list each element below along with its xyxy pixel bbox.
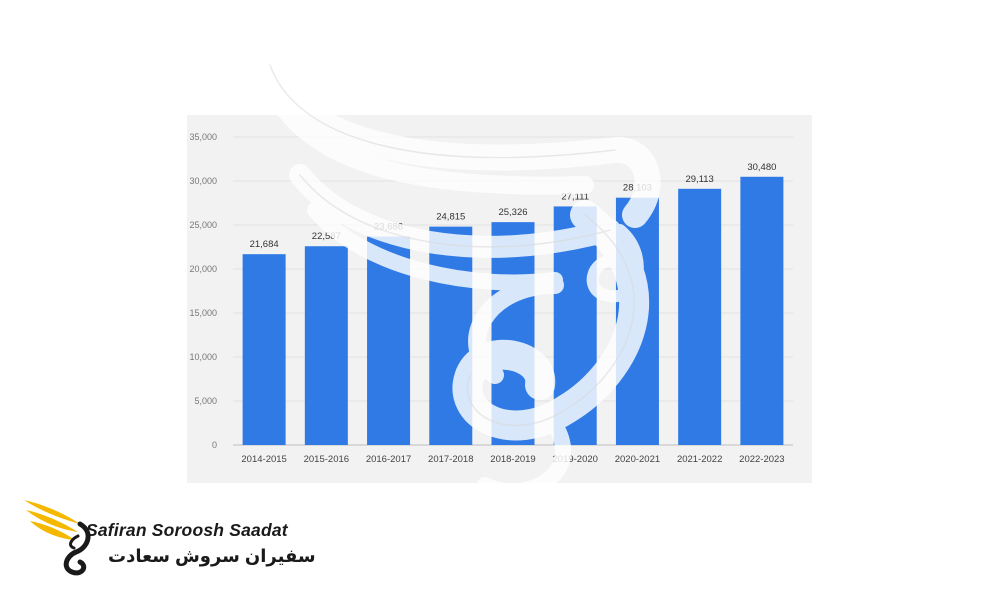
- bar: [429, 226, 473, 445]
- y-tick-label: 25,000: [189, 220, 217, 230]
- data-label: 28,103: [623, 183, 652, 194]
- y-tick-label: 0: [212, 440, 217, 450]
- y-tick-label: 15,000: [189, 308, 217, 318]
- brand-logo: Safiran Soroosh Saadat سفیران سروش سعادت: [22, 490, 316, 580]
- bar: [304, 246, 348, 445]
- x-tick-label: 2020-2021: [615, 454, 660, 465]
- bar: [242, 254, 286, 445]
- data-label: 29,113: [685, 174, 713, 185]
- data-label: 21,684: [250, 239, 279, 250]
- x-tick-label: 2017-2018: [428, 454, 473, 465]
- x-tick-label: 2014-2015: [241, 454, 286, 465]
- bar: [678, 188, 722, 445]
- bar: [615, 197, 659, 445]
- x-tick-label: 2022-2023: [739, 454, 784, 465]
- x-tick-label: 2018-2019: [490, 454, 535, 465]
- bar: [367, 236, 411, 445]
- data-label: 27,111: [561, 191, 589, 202]
- bar-chart: 0 5,000 10,000 15,000 20,000 25,000 30,000 35,0…: [189, 132, 793, 465]
- x-tick-label: 2016-2017: [366, 454, 411, 465]
- bar: [553, 206, 597, 445]
- y-tick-label: 5,000: [194, 396, 217, 406]
- y-tick-label: 10,000: [189, 352, 217, 362]
- bar: [740, 176, 784, 445]
- bird-wing-icon: [24, 500, 91, 576]
- brand-name-persian: سفیران سروش سعادت: [108, 546, 316, 566]
- x-tick-label: 2019-2020: [553, 454, 598, 465]
- y-tick-label: 20,000: [189, 264, 217, 274]
- brand-name-english: Safiran Soroosh Saadat: [86, 520, 288, 540]
- data-label: 24,815: [436, 212, 465, 223]
- y-tick-label: 35,000: [189, 132, 217, 142]
- x-tick-label: 2021-2022: [677, 454, 722, 465]
- data-label: 30,480: [747, 162, 776, 173]
- chart-panel: 0 5,000 10,000 15,000 20,000 25,000 30,000 35,0…: [187, 115, 812, 483]
- bar: [491, 222, 535, 445]
- x-tick-label: 2015-2016: [304, 454, 349, 465]
- data-label: 25,326: [498, 207, 527, 218]
- y-tick-label: 30,000: [189, 176, 217, 186]
- data-label: 22,587: [312, 231, 341, 242]
- data-label: 23,686: [374, 222, 403, 233]
